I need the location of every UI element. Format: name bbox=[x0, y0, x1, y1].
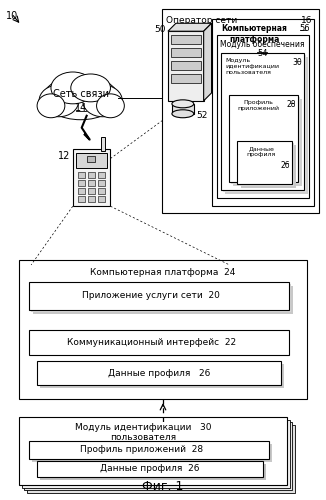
Bar bbox=[97, 196, 105, 202]
Text: 10: 10 bbox=[6, 12, 19, 22]
Bar bbox=[162, 10, 319, 213]
Ellipse shape bbox=[172, 110, 194, 118]
Bar bbox=[172, 104, 194, 114]
Bar bbox=[226, 57, 308, 194]
Text: Компьютерная платформа  24: Компьютерная платформа 24 bbox=[90, 268, 236, 277]
Bar bbox=[32, 444, 272, 462]
Bar bbox=[171, 74, 201, 83]
Bar bbox=[168, 31, 204, 101]
Text: 30: 30 bbox=[292, 58, 302, 67]
Bar bbox=[100, 136, 105, 150]
Text: 52: 52 bbox=[197, 112, 208, 120]
Text: Профиль приложений  28: Профиль приложений 28 bbox=[80, 446, 203, 454]
Bar bbox=[171, 35, 201, 44]
Bar bbox=[78, 172, 85, 178]
Bar bbox=[88, 188, 95, 194]
Polygon shape bbox=[168, 24, 212, 31]
Bar bbox=[212, 20, 314, 206]
Bar bbox=[19, 260, 307, 399]
Ellipse shape bbox=[37, 94, 65, 118]
Bar bbox=[231, 97, 300, 184]
Text: Приложение услуги сети  20: Приложение услуги сети 20 bbox=[82, 291, 220, 300]
Bar bbox=[37, 461, 263, 476]
Ellipse shape bbox=[172, 100, 194, 108]
Bar bbox=[239, 142, 294, 186]
Bar bbox=[233, 99, 302, 186]
Text: Коммуникационный интерфейс  22: Коммуникационный интерфейс 22 bbox=[67, 338, 236, 346]
Text: Модуль обеспечения: Модуль обеспечения bbox=[220, 40, 304, 49]
Text: Фиг. 1: Фиг. 1 bbox=[142, 480, 184, 492]
Text: 26: 26 bbox=[280, 160, 290, 170]
Ellipse shape bbox=[39, 85, 79, 116]
Bar bbox=[237, 140, 292, 184]
Polygon shape bbox=[204, 24, 212, 101]
Bar bbox=[40, 464, 266, 479]
Bar bbox=[19, 417, 287, 484]
Text: 28: 28 bbox=[286, 100, 296, 109]
Bar bbox=[73, 148, 111, 206]
Ellipse shape bbox=[83, 85, 122, 116]
Ellipse shape bbox=[51, 72, 95, 104]
Bar bbox=[216, 35, 309, 198]
Bar bbox=[97, 180, 105, 186]
Text: Модуль идентификации   30
пользователя: Модуль идентификации 30 пользователя bbox=[75, 423, 212, 442]
Ellipse shape bbox=[96, 94, 124, 118]
Bar bbox=[224, 55, 306, 192]
Text: 56: 56 bbox=[299, 24, 310, 34]
Bar bbox=[241, 144, 296, 188]
Bar bbox=[40, 364, 284, 388]
Bar bbox=[31, 284, 291, 312]
Bar bbox=[24, 422, 292, 490]
Ellipse shape bbox=[43, 76, 118, 120]
Bar bbox=[22, 420, 290, 488]
Text: 16: 16 bbox=[301, 16, 313, 26]
Text: Оператор сети: Оператор сети bbox=[166, 16, 237, 26]
Bar bbox=[29, 282, 289, 310]
Bar bbox=[97, 172, 105, 178]
Ellipse shape bbox=[71, 74, 111, 102]
Bar bbox=[87, 156, 95, 162]
Bar bbox=[78, 196, 85, 202]
Bar bbox=[37, 362, 281, 385]
Text: Компьютерная
платформа: Компьютерная платформа bbox=[221, 24, 287, 44]
Bar bbox=[97, 188, 105, 194]
Bar bbox=[88, 196, 95, 202]
Bar bbox=[29, 330, 289, 355]
Bar bbox=[171, 48, 201, 57]
Text: 54: 54 bbox=[257, 49, 267, 58]
Bar bbox=[88, 180, 95, 186]
Text: Данные профиля   26: Данные профиля 26 bbox=[108, 369, 210, 378]
Text: 50: 50 bbox=[155, 26, 166, 35]
Bar bbox=[171, 61, 201, 70]
Bar bbox=[76, 152, 108, 168]
Bar bbox=[78, 180, 85, 186]
Bar bbox=[78, 188, 85, 194]
Bar bbox=[29, 441, 269, 459]
Text: Модуль
идентификации
пользователя: Модуль идентификации пользователя bbox=[226, 58, 279, 74]
Text: 12: 12 bbox=[58, 150, 71, 160]
Text: 14: 14 bbox=[75, 103, 87, 113]
Bar bbox=[33, 286, 293, 314]
Text: Данные
профиля: Данные профиля bbox=[246, 146, 276, 158]
Bar bbox=[27, 425, 295, 492]
Bar bbox=[221, 53, 304, 190]
Text: Сеть связи: Сеть связи bbox=[53, 89, 109, 99]
Text: Профиль
приложений: Профиль приложений bbox=[237, 100, 279, 111]
Text: Данные профиля  26: Данные профиля 26 bbox=[100, 464, 200, 473]
Bar bbox=[88, 172, 95, 178]
Bar bbox=[230, 95, 298, 182]
